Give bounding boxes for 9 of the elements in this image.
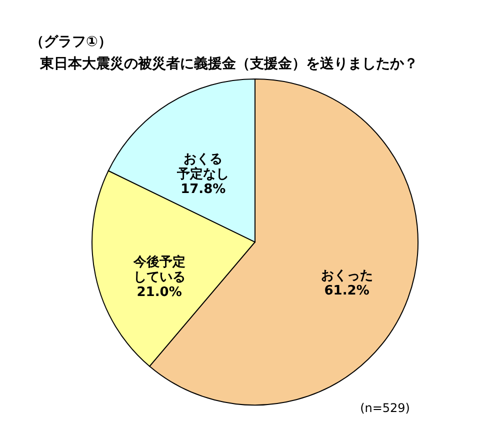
chart-subtitle: 東日本大震災の被災者に義援金（支援金）を送りましたか？ <box>39 55 418 72</box>
text: (n=529) <box>360 401 410 415</box>
slice-label: おくる予定なし <box>176 152 230 182</box>
data-label: 17.8% <box>180 182 226 198</box>
data-label: 61.2% <box>324 284 370 299</box>
chart-title: （グラフ①） <box>30 34 112 50</box>
data-label: 21.0% <box>136 285 182 300</box>
slice-label: 今後予定している <box>132 254 186 286</box>
slice-label: おくった <box>320 268 373 284</box>
